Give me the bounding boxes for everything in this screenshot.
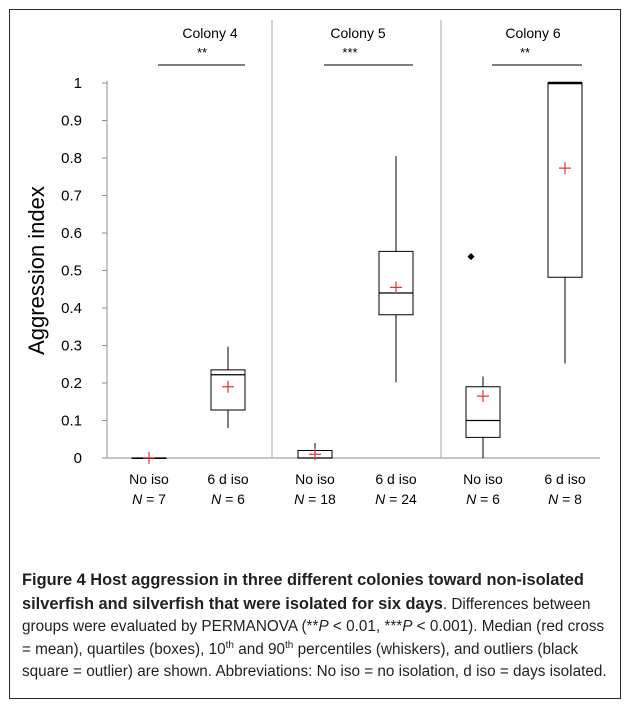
significance-label: *** <box>342 45 357 60</box>
group-n-symbol: N <box>466 491 477 507</box>
y-tick-label: 0.3 <box>61 338 82 355</box>
group-label: 6 d iso <box>375 471 416 487</box>
figure-caption: Figure 4 Host aggression in three differ… <box>22 569 614 684</box>
colony-label: Colony 4 <box>182 25 237 41</box>
quartile-box <box>210 369 246 411</box>
group-label: No iso <box>295 471 335 487</box>
caption-title: Figure 4 Host aggression in three differ… <box>22 571 584 613</box>
y-tick-label: 0.2 <box>61 375 82 392</box>
outlier-point <box>467 253 475 261</box>
caption-p-2: P <box>402 618 413 635</box>
group-n-value: = 8 <box>558 491 582 507</box>
y-tick-label: 0.9 <box>61 113 82 130</box>
caption-th-2: th <box>285 639 294 651</box>
caption-p-1: P <box>318 618 329 635</box>
group-n-symbol: N <box>294 491 305 507</box>
y-tick-label: 0 <box>74 450 82 467</box>
figure-frame <box>9 9 621 699</box>
caption-sig-2: ** <box>306 618 319 635</box>
quartile-box <box>547 82 583 278</box>
caption-text-2: < 0.01, <box>328 618 385 635</box>
y-axis-title: Aggression index <box>24 186 49 355</box>
colony-label: Colony 6 <box>505 25 560 41</box>
box-plot-chart: 0 0.1 0.2 0.3 0.4 0.5 0.6 0.7 0.8 0.9 1 Aggression … <box>24 20 600 507</box>
y-tick-label: 0.4 <box>61 300 82 317</box>
caption-th-1: th <box>225 639 234 651</box>
significance-label: ** <box>197 45 207 60</box>
caption-text-1: . Differences between groups were evalua… <box>22 595 591 636</box>
y-tick-label: 0.7 <box>61 188 82 205</box>
group-n-label: N = 24 <box>375 491 417 507</box>
group-label: 6 d iso <box>544 471 585 487</box>
group-n-value: = 6 <box>476 491 500 507</box>
caption-sig-3: *** <box>384 618 403 635</box>
y-tick-label: 0.8 <box>61 150 82 167</box>
group-n-value: = 18 <box>304 491 336 507</box>
caption-text-4: and 90 <box>233 640 286 658</box>
group-n-symbol: N <box>548 491 559 507</box>
group-n-value: = 6 <box>221 491 245 507</box>
caption-text-3: < 0.001). Median (red cross = mean), qua… <box>22 618 605 658</box>
y-tick-label: 0.5 <box>61 263 82 280</box>
group-n-symbol: N <box>375 491 386 507</box>
group-label: No iso <box>463 471 503 487</box>
y-tick-label: 0.1 <box>61 413 82 430</box>
colony-label: Colony 5 <box>330 25 385 41</box>
y-tick-label: 0.6 <box>61 225 82 242</box>
y-tick-label: 1 <box>74 75 82 92</box>
group-n-symbol: N <box>211 491 222 507</box>
caption-text-5: percentiles (whiskers), and outliers (bl… <box>22 640 607 681</box>
group-n-value: = 24 <box>385 491 417 507</box>
group-n-label: N = 6 <box>466 491 500 507</box>
group-n-label: N = 8 <box>548 491 582 507</box>
group-n-label: N = 7 <box>132 491 166 507</box>
group-label: No iso <box>129 471 169 487</box>
group-label: 6 d iso <box>207 471 248 487</box>
group-n-label: N = 18 <box>294 491 336 507</box>
group-n-label: N = 6 <box>211 491 245 507</box>
significance-label: ** <box>520 45 530 60</box>
group-n-symbol: N <box>132 491 143 507</box>
group-n-value: = 7 <box>142 491 166 507</box>
